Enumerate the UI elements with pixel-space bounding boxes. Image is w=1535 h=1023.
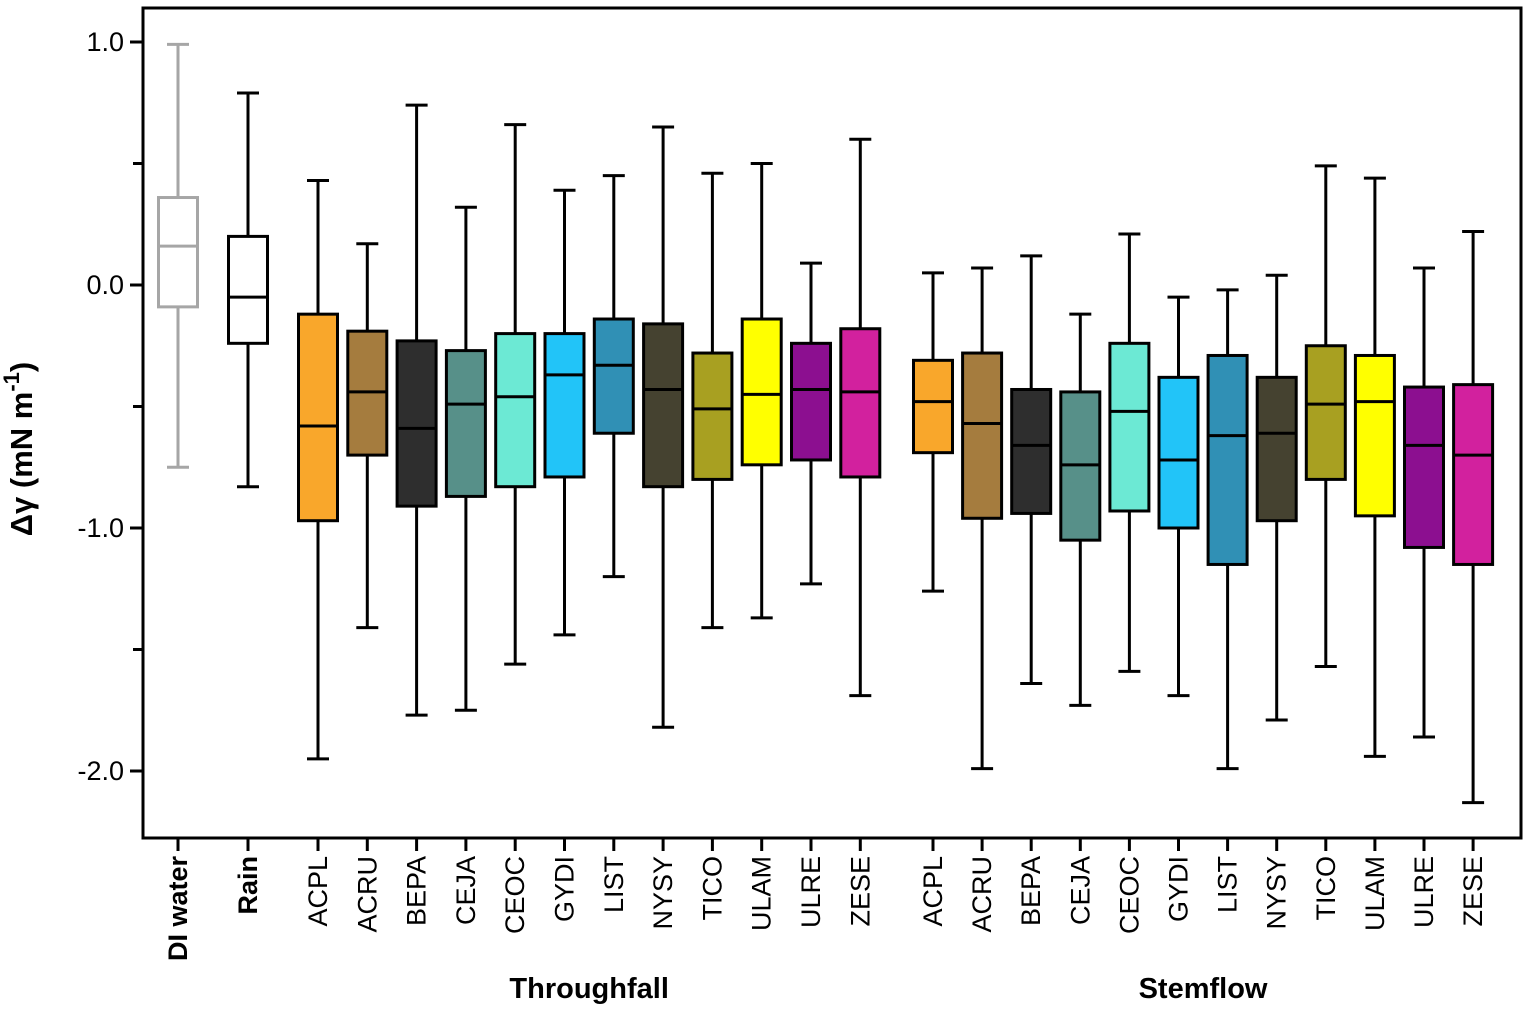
box-stemflow-nysy (1255, 273, 1298, 722)
y-axis-label: Δγ (mN m-1) (0, 362, 39, 536)
iqr-box (297, 312, 339, 523)
group-label-stemflow: Stemflow (1139, 973, 1268, 1005)
iqr-box (790, 341, 832, 462)
box-stemflow-ulre (1403, 266, 1445, 739)
box-throughfall-zese (839, 137, 882, 698)
box-throughfall-tico (691, 171, 734, 630)
category-label-stemflow-zese: ZESE (1458, 856, 1488, 927)
box-stemflow-acru (961, 266, 1004, 771)
y-tick-label: -1.0 (77, 513, 124, 543)
box-stemflow-tico (1304, 164, 1347, 669)
box-controls-di-water (157, 42, 199, 469)
category-label-throughfall-gydi: GYDI (550, 856, 580, 922)
iqr-box (1353, 353, 1396, 518)
box-stemflow-bepa (1010, 254, 1053, 686)
y-tick-label: 0.0 (86, 270, 124, 300)
iqr-box (1304, 344, 1347, 481)
box-stemflow-gydi (1157, 295, 1200, 698)
category-label-throughfall-ulre: ULRE (796, 856, 826, 928)
box-throughfall-acru (346, 242, 389, 630)
box-throughfall-ulam (740, 162, 783, 620)
iqr-box (1108, 341, 1151, 513)
box-stemflow-acpl (912, 271, 954, 593)
box-throughfall-gydi (543, 188, 586, 637)
iqr-box (592, 317, 635, 435)
group-label-throughfall: Throughfall (509, 973, 668, 1005)
iqr-box (494, 332, 537, 489)
iqr-box (642, 322, 685, 489)
category-label-throughfall-zese: ZESE (845, 856, 875, 927)
category-label-throughfall-list: LIST (599, 856, 629, 913)
category-label-stemflow-acpl: ACPL (918, 856, 948, 927)
category-label-throughfall-ulam: ULAM (747, 856, 777, 931)
y-tick-label: -2.0 (77, 756, 124, 786)
box-throughfall-list (592, 174, 635, 579)
category-label-stemflow-ulre: ULRE (1409, 856, 1439, 928)
iqr-box (227, 234, 269, 345)
box-stemflow-ceja (1059, 312, 1102, 707)
box-throughfall-bepa (395, 103, 438, 717)
category-label-stemflow-nysy: NYSY (1262, 856, 1292, 930)
category-label-throughfall-acru: ACRU (352, 856, 382, 933)
iqr-box (740, 317, 783, 467)
category-label-stemflow-tico: TICO (1311, 856, 1341, 921)
iqr-box (1255, 375, 1298, 523)
iqr-box (691, 351, 734, 481)
category-label-stemflow-gydi: GYDI (1164, 856, 1194, 922)
iqr-box (444, 349, 487, 498)
box-stemflow-zese (1452, 230, 1495, 805)
box-controls-rain (227, 91, 269, 489)
category-label-stemflow-ceoc: CEOC (1114, 856, 1144, 934)
box-throughfall-ceja (444, 205, 487, 712)
category-label-throughfall-nysy: NYSY (648, 856, 678, 930)
box-throughfall-acpl (297, 179, 339, 761)
box-stemflow-list (1206, 288, 1249, 771)
iqr-box (839, 327, 882, 479)
box-stemflow-ulam (1353, 176, 1396, 758)
box-throughfall-ceoc (494, 123, 537, 666)
category-label-controls-rain: Rain (233, 856, 263, 915)
category-label-throughfall-ceoc: CEOC (500, 856, 530, 934)
category-label-throughfall-ceja: CEJA (451, 856, 481, 925)
iqr-box (1206, 353, 1249, 566)
y-tick-label: 1.0 (86, 27, 124, 57)
iqr-box (395, 339, 438, 508)
plot-border (141, 6, 1523, 840)
category-label-throughfall-bepa: BEPA (402, 856, 432, 926)
category-label-stemflow-ceja: CEJA (1065, 856, 1095, 925)
category-label-stemflow-acru: ACRU (967, 856, 997, 933)
iqr-box (543, 332, 586, 479)
category-label-throughfall-tico: TICO (697, 856, 727, 921)
category-label-stemflow-bepa: BEPA (1016, 856, 1046, 926)
category-label-stemflow-list: LIST (1213, 856, 1243, 913)
iqr-box (1010, 387, 1053, 515)
box-throughfall-nysy (642, 125, 685, 729)
iqr-box (1452, 383, 1495, 566)
iqr-box (1157, 375, 1200, 530)
iqr-box (912, 358, 954, 455)
box-throughfall-ulre (790, 261, 832, 586)
iqr-box (157, 196, 199, 309)
iqr-box (961, 351, 1004, 520)
category-label-controls-di-water: DI water (163, 856, 193, 962)
iqr-box (1403, 385, 1445, 549)
category-label-throughfall-acpl: ACPL (303, 856, 333, 927)
box-stemflow-ceoc (1108, 232, 1151, 673)
category-label-stemflow-ulam: ULAM (1360, 856, 1390, 931)
